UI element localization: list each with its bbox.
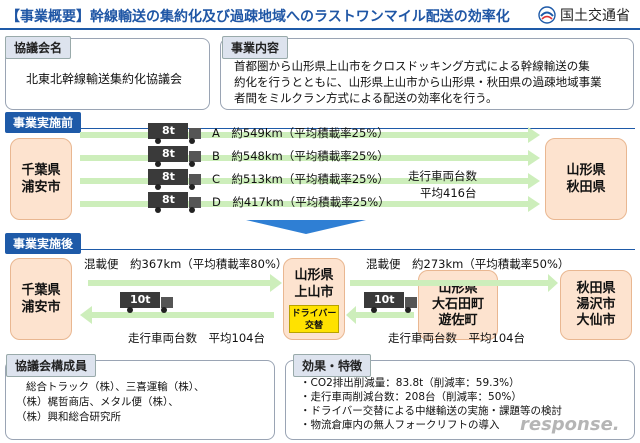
before-origin-l1: 千葉県 [21, 163, 61, 178]
driver-badge-l1: ドライバー [291, 309, 337, 319]
members-tag: 協議会構成員 [6, 354, 97, 377]
members-line-2: （株）梶哲商店、メタル便（株）、 [16, 396, 179, 408]
after-origin-box: 千葉県 浦安市 [10, 258, 72, 340]
truck-icon [148, 123, 201, 144]
truck-after-2: 10t [364, 292, 420, 318]
truck-icon [148, 192, 201, 213]
route-c-label: C 約513km（平均積載率25%） [212, 172, 389, 186]
before-origin-l2: 浦安市 [21, 180, 61, 195]
effects-line-1: ・CO2排出削減量：83.8t（削減率：59.3%） [300, 377, 520, 389]
effects-tag: 効果・特徴 [293, 354, 372, 377]
content-line-2: 約化を行うとともに、山形県上山市から山形県・秋田県の過疎地域事業 [234, 75, 602, 89]
truck-c-size: 8t [162, 170, 175, 183]
before-dest-l2: 秋田県 [566, 180, 606, 195]
after-origin-l2: 浦安市 [21, 300, 61, 315]
truck-icon [364, 292, 417, 313]
truck-icon [120, 292, 173, 313]
after-count-2: 走行車両台数 平均104台 [388, 331, 525, 345]
route-arrow-d [80, 196, 540, 212]
before-dest-l1: 山形県 [566, 163, 606, 178]
after-hub-l1: 山形県 [294, 268, 334, 283]
route-b-label: B 約548km（平均積載率25%） [212, 149, 389, 163]
before-route-arrows [80, 127, 540, 212]
leg2-back-arrow [346, 306, 414, 324]
truck-a: 8t [148, 123, 204, 149]
truck-d-size: 8t [162, 193, 175, 206]
members-line-1: 総合トラック（株）、三喜運輸（株）、 [26, 381, 205, 393]
driver-badge-l2: 交替 [304, 321, 323, 331]
route-arrow-a [80, 127, 540, 143]
route-d-label: D 約417km（平均積載率25%） [212, 195, 390, 209]
ministry-logo: 国土交通省 [538, 5, 630, 25]
header-bar: 【事業概要】幹線輸送の集約化及び過疎地域へのラストワンマイル配送の効率化 国土交… [0, 0, 640, 30]
truck-a-size: 8t [162, 124, 175, 137]
leg2-label: 混載便 約273km（平均積載率50%） [366, 257, 570, 271]
content-tag: 事業内容 [222, 36, 289, 59]
truck-after-2-size: 10t [374, 293, 395, 306]
header-divider [0, 28, 640, 30]
before-tag: 事業実施前 [5, 112, 82, 133]
before-destination-box: 山形県 秋田県 [545, 138, 627, 220]
after-line [5, 249, 635, 250]
truck-b-size: 8t [162, 147, 175, 160]
truck-icon [148, 146, 201, 167]
route-a-label: A 約549km（平均積載率25%） [212, 126, 389, 140]
after-mid-l3: 遊佐町 [438, 313, 478, 328]
after-count-1: 走行車両台数 平均104台 [128, 331, 265, 345]
content-line-1: 首都圏から山形県上山市をクロスドッキング方式による幹線輸送の集 [234, 59, 590, 73]
transition-arrow-icon [246, 220, 366, 234]
after-hub-l2: 上山市 [294, 285, 334, 300]
truck-after-1: 10t [120, 292, 176, 318]
watermark: response. [520, 414, 620, 435]
route-arrow-b [80, 150, 540, 166]
leg1-forward-arrow [88, 274, 282, 292]
before-origin-box: 千葉県 浦安市 [10, 138, 72, 220]
truck-after-1-size: 10t [130, 293, 151, 306]
leg1-label: 混載便 約367km（平均積載率80%） [84, 257, 288, 271]
ministry-name: 国土交通省 [560, 8, 630, 24]
council-name: 北東北幹線輸送集約化協議会 [26, 72, 183, 86]
leg1-back-arrow [80, 306, 274, 324]
route-arrow-c [80, 173, 540, 189]
after-tag: 事業実施後 [5, 233, 82, 254]
before-count-value: 平均416台 [420, 186, 477, 200]
driver-change-badge: ドライバー 交替 [289, 305, 339, 333]
before-count-label: 走行車両台数 [408, 169, 477, 183]
effects-line-2: ・走行車両削減台数：208台（削減率：50%） [300, 391, 522, 403]
truck-d: 8t [148, 192, 204, 218]
truck-b: 8t [148, 146, 204, 172]
truck-c: 8t [148, 169, 204, 195]
after-dest-l3: 大仙市 [576, 313, 616, 328]
before-line [5, 128, 635, 129]
truck-icon [148, 169, 201, 190]
effects-line-3: ・ドライバー交替による中継輸送の実施・課題等の検討 [300, 405, 562, 417]
council-tag: 協議会名 [5, 36, 72, 59]
after-destination-box: 秋田県 湯沢市 大仙市 [560, 270, 632, 340]
leg2-forward-arrow [350, 274, 558, 292]
page-title: 【事業概要】幹線輸送の集約化及び過疎地域へのラストワンマイル配送の効率化 [6, 9, 510, 25]
effects-line-4: ・物流倉庫内の無人フォークリフトの導入 [300, 419, 500, 431]
after-dest-l1: 秋田県 [576, 281, 616, 296]
after-dest-l2: 湯沢市 [576, 297, 616, 312]
content-line-3: 者間をミルクラン方式による配送の効率化を行う。 [234, 91, 498, 105]
members-line-3: （株）興和総合研究所 [16, 411, 121, 423]
after-mid-l2: 大石田町 [431, 297, 484, 312]
mlit-emblem-icon [538, 6, 556, 24]
after-route-arrows [80, 274, 558, 324]
content-box [220, 38, 634, 110]
after-origin-l1: 千葉県 [21, 283, 61, 298]
